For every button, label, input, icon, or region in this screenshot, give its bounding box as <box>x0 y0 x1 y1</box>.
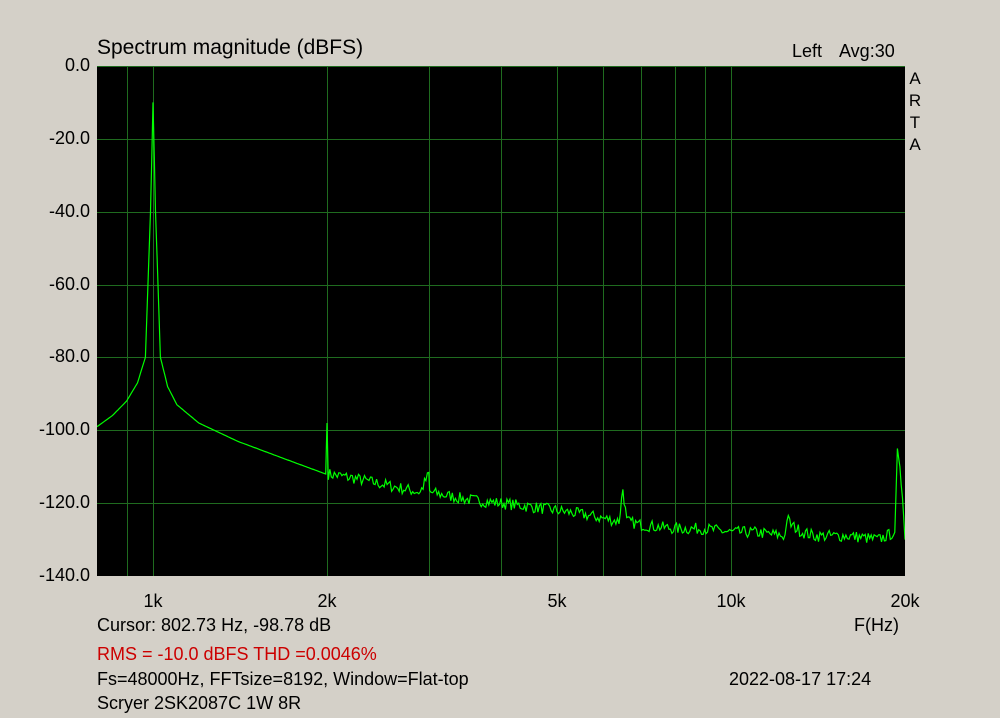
y-tick-label: -80.0 <box>48 346 90 367</box>
brand-letter: T <box>909 113 921 132</box>
y-tick-label: -60.0 <box>48 273 90 294</box>
x-tick-label: 10k <box>716 591 746 611</box>
y-tick-label: -40.0 <box>48 200 90 221</box>
grid <box>97 66 905 576</box>
y-tick-label: -120.0 <box>38 492 90 513</box>
timestamp: 2022-08-17 17:24 <box>729 669 872 689</box>
brand-label: A R T A <box>908 68 922 156</box>
chart-title: Spectrum magnitude (dBFS) <box>97 36 364 59</box>
y-tick-label: -20.0 <box>48 127 90 148</box>
spectrum-plot[interactable] <box>97 66 905 576</box>
y-tick-label: -140.0 <box>38 565 90 585</box>
analysis-settings: Fs=48000Hz, FFTsize=8192, Window=Flat-to… <box>97 669 469 689</box>
spectrum-series-line <box>97 102 905 543</box>
x-tick-label: 1k <box>143 591 163 611</box>
y-tick-label: 0.0 <box>64 55 90 75</box>
brand-letter: A <box>909 135 921 154</box>
brand-letter: R <box>908 91 922 110</box>
x-tick-label: 5k <box>547 591 567 611</box>
x-tick-label: 2k <box>317 591 337 611</box>
averaging-label: Avg:30 <box>839 41 895 61</box>
series-layer <box>97 102 905 543</box>
cursor-readout: Cursor: 802.73 Hz, -98.78 dB <box>97 615 332 635</box>
channel-label: Left <box>792 41 823 61</box>
device-name: Scryer 2SK2087C 1W 8R <box>97 693 302 713</box>
x-tick-label: 20k <box>890 591 920 611</box>
rms-thd-readout: RMS = -10.0 dBFS THD =0.0046% <box>97 644 377 664</box>
x-axis-label: F(Hz) <box>854 615 899 635</box>
brand-letter: A <box>909 69 921 88</box>
y-tick-label: -100.0 <box>38 419 90 440</box>
